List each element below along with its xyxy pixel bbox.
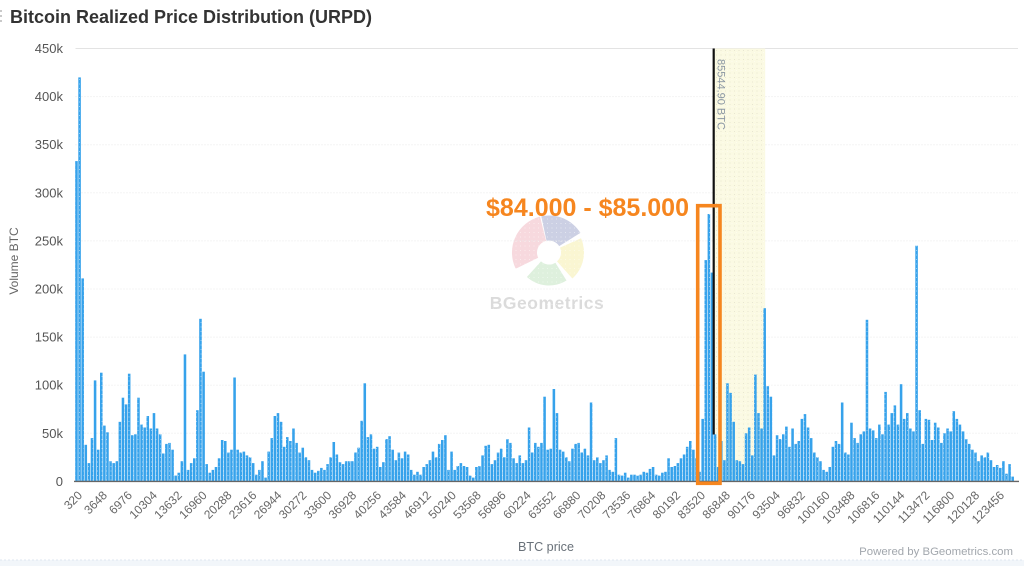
svg-text:Volume BTC: Volume BTC: [7, 227, 21, 295]
svg-text:BTC price: BTC price: [518, 540, 574, 554]
svg-text:150k: 150k: [35, 330, 64, 345]
svg-text:Bitcoin Realized Price Distrib: Bitcoin Realized Price Distribution (URP…: [10, 7, 372, 27]
svg-text:3648: 3648: [81, 488, 110, 517]
svg-text:0: 0: [56, 474, 63, 489]
svg-text:85544.90 BTC: 85544.90 BTC: [715, 59, 727, 130]
svg-text:250k: 250k: [35, 233, 64, 248]
svg-text:300k: 300k: [35, 185, 64, 200]
svg-text:$84.000 - $85.000: $84.000 - $85.000: [486, 194, 689, 222]
svg-text:450k: 450k: [35, 41, 64, 56]
svg-text:50k: 50k: [42, 426, 63, 441]
svg-text:400k: 400k: [35, 89, 64, 104]
svg-text:Powered by BGeometrics.com: Powered by BGeometrics.com: [859, 546, 1013, 558]
svg-text:350k: 350k: [35, 137, 64, 152]
svg-text:100k: 100k: [35, 378, 64, 393]
svg-text:200k: 200k: [35, 282, 64, 297]
